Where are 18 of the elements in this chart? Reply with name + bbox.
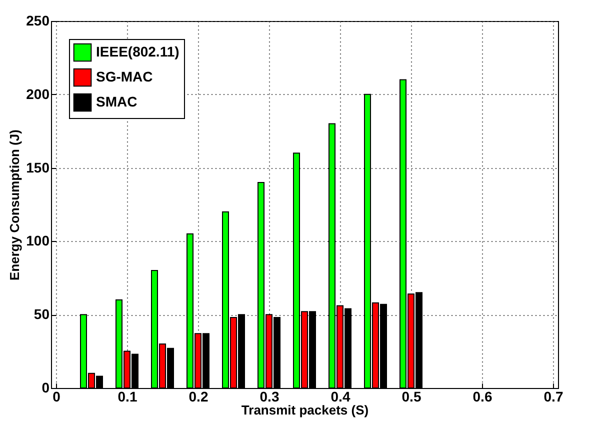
y-tick-label: 250 [26, 12, 50, 28]
x-tick-label: 0.3 [260, 388, 280, 404]
x-tick-label: 0.2 [188, 388, 208, 404]
x-tick-label: 0.5 [402, 388, 422, 404]
legend-label: SG-MAC [96, 68, 153, 84]
y-axis-title: Energy Consumption (J) [7, 130, 22, 280]
y-tick-label: 100 [26, 232, 50, 249]
x-axis-title: Transmit packets (S) [241, 402, 369, 418]
x-tick-label: 0.1 [118, 388, 138, 404]
legend-label: IEEE(802.11) [96, 44, 180, 60]
legend-label: SMAC [96, 94, 138, 110]
x-tick-label: 0 [52, 388, 61, 404]
y-tick-label: 150 [26, 159, 50, 176]
x-tick-label: 0.6 [472, 388, 492, 404]
x-tick-label: 0.7 [544, 388, 564, 404]
y-tick-label: 200 [26, 86, 50, 102]
x-tick-label: 0.4 [330, 388, 350, 404]
y-tick-label: 50 [34, 306, 50, 322]
